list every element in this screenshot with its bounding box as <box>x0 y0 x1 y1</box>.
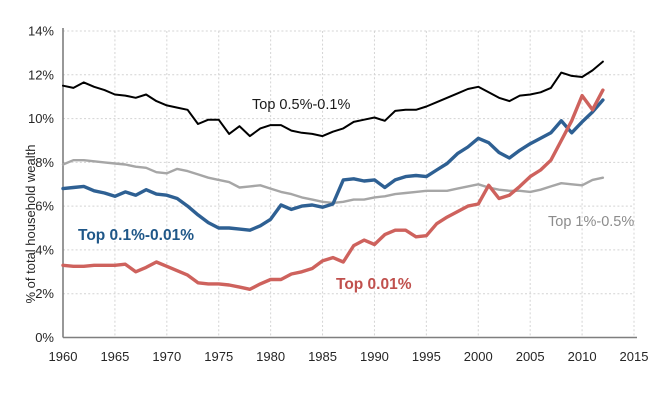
x-tick-label: 1985 <box>308 349 337 364</box>
x-tick-label: 1995 <box>412 349 441 364</box>
series-label-top-0.01: Top 0.01% <box>336 276 412 293</box>
series-line-top-0.1-0.01- <box>61 98 605 232</box>
series-line-top-0.01- <box>61 88 605 291</box>
y-tick-label: 2% <box>35 286 54 301</box>
axes <box>62 28 637 339</box>
series-label-top-1-0.5: Top 1%-0.5% <box>548 214 634 230</box>
x-tick-label: 2015 <box>620 349 649 364</box>
y-tick-label: 6% <box>35 199 54 214</box>
x-tick-label: 1965 <box>100 349 129 364</box>
x-tick-label: 1970 <box>152 349 181 364</box>
y-tick-label: 14% <box>28 24 54 39</box>
y-tick-label: 8% <box>35 155 54 170</box>
series-lines <box>61 60 605 291</box>
series-label-top-0.1-0.01: Top 0.1%-0.01% <box>78 227 194 244</box>
x-tick-label: 1980 <box>256 349 285 364</box>
gridlines <box>63 30 635 338</box>
series-line-top-0.5-0.1- <box>62 60 604 138</box>
series-line-top-1-0.5- <box>61 158 605 205</box>
y-tick-label: 0% <box>35 330 54 345</box>
x-tick-label: 2010 <box>568 349 597 364</box>
y-tick-label: 4% <box>35 242 54 257</box>
y-tick-label: 10% <box>28 111 54 126</box>
series-label-top-0.5-0.1: Top 0.5%-0.1% <box>252 97 350 113</box>
y-axis-title: % of total household wealth <box>23 145 38 304</box>
x-tick-label: 1960 <box>49 349 78 364</box>
x-tick-label: 1975 <box>204 349 233 364</box>
x-tick-label: 2005 <box>516 349 545 364</box>
tick-labels: 0% 2% 4% 6% 8% 10% 12% 14% 1960 1965 1970 1975 1980 1… <box>28 24 648 365</box>
y-tick-label: 12% <box>28 67 54 82</box>
x-tick-label: 1990 <box>360 349 389 364</box>
x-tick-label: 2000 <box>464 349 493 364</box>
